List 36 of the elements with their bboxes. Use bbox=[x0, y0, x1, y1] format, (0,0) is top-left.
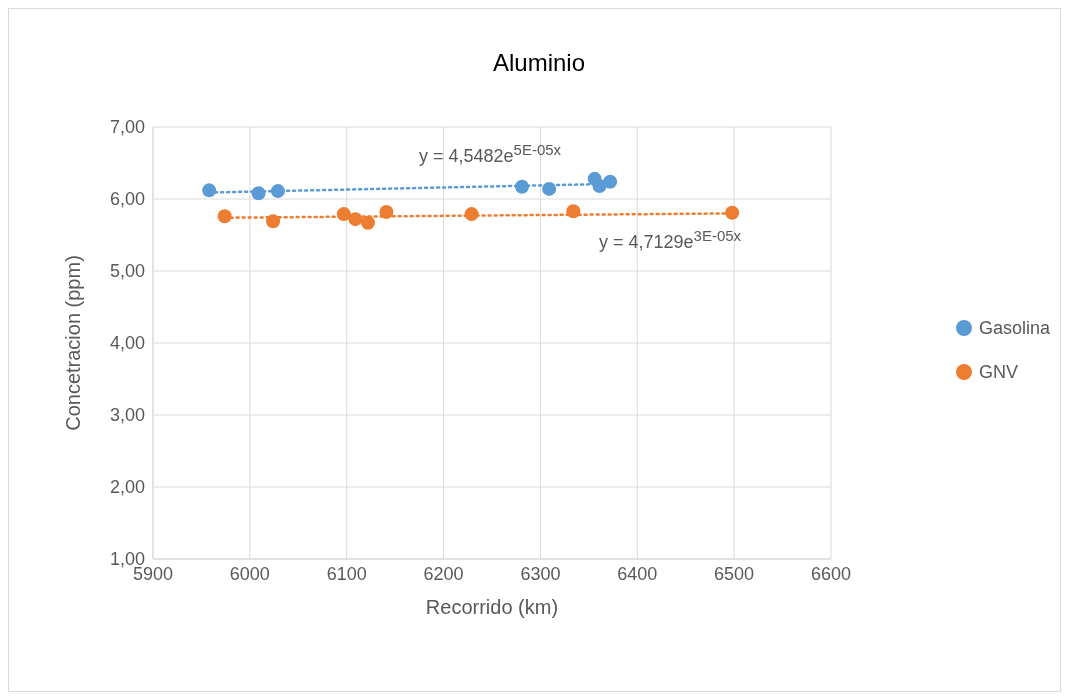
y-tick-label: 6,00 bbox=[109, 189, 145, 210]
point bbox=[336, 207, 351, 222]
y-axis-title: Concetracion (ppm) bbox=[62, 255, 85, 431]
point bbox=[251, 186, 266, 201]
point bbox=[542, 181, 557, 196]
point bbox=[603, 174, 618, 189]
annotation: y = 4,5482e$^{5E-05x}$ bbox=[419, 141, 562, 167]
x-tick-label: 6000 bbox=[229, 563, 270, 584]
y-tick-label: 7,00 bbox=[109, 117, 145, 138]
y-tick-label: 2,00 bbox=[109, 477, 145, 498]
point bbox=[515, 179, 529, 194]
x-tick-label: 6200 bbox=[423, 563, 464, 584]
x-tick-label: 6100 bbox=[326, 563, 367, 584]
point bbox=[725, 205, 740, 220]
annotation: y = 4,7129e$^{3E-05x}$ bbox=[599, 227, 742, 253]
chart-title: Aluminio bbox=[491, 49, 586, 77]
y-tick-label: 4,00 bbox=[109, 333, 145, 354]
point bbox=[217, 209, 232, 224]
x-tick-label: 6300 bbox=[520, 563, 561, 584]
point bbox=[592, 179, 607, 194]
y-tick-label: 3,00 bbox=[109, 405, 145, 426]
point bbox=[464, 207, 479, 222]
y-tick-label: 5,00 bbox=[109, 261, 145, 282]
legend-label: Gasolina bbox=[978, 317, 1050, 340]
x-tick-label: 6600 bbox=[810, 563, 851, 584]
point bbox=[361, 215, 376, 230]
x-tick-label: 6400 bbox=[617, 563, 658, 584]
point bbox=[202, 183, 217, 198]
point bbox=[379, 204, 394, 219]
point bbox=[566, 204, 581, 219]
point bbox=[348, 212, 363, 227]
point bbox=[270, 184, 285, 199]
x-axis-title: Recorrido (km) bbox=[425, 596, 559, 618]
x-tick-label: 6500 bbox=[714, 563, 755, 584]
point bbox=[266, 214, 281, 229]
legend-label: GNV bbox=[978, 361, 1018, 384]
